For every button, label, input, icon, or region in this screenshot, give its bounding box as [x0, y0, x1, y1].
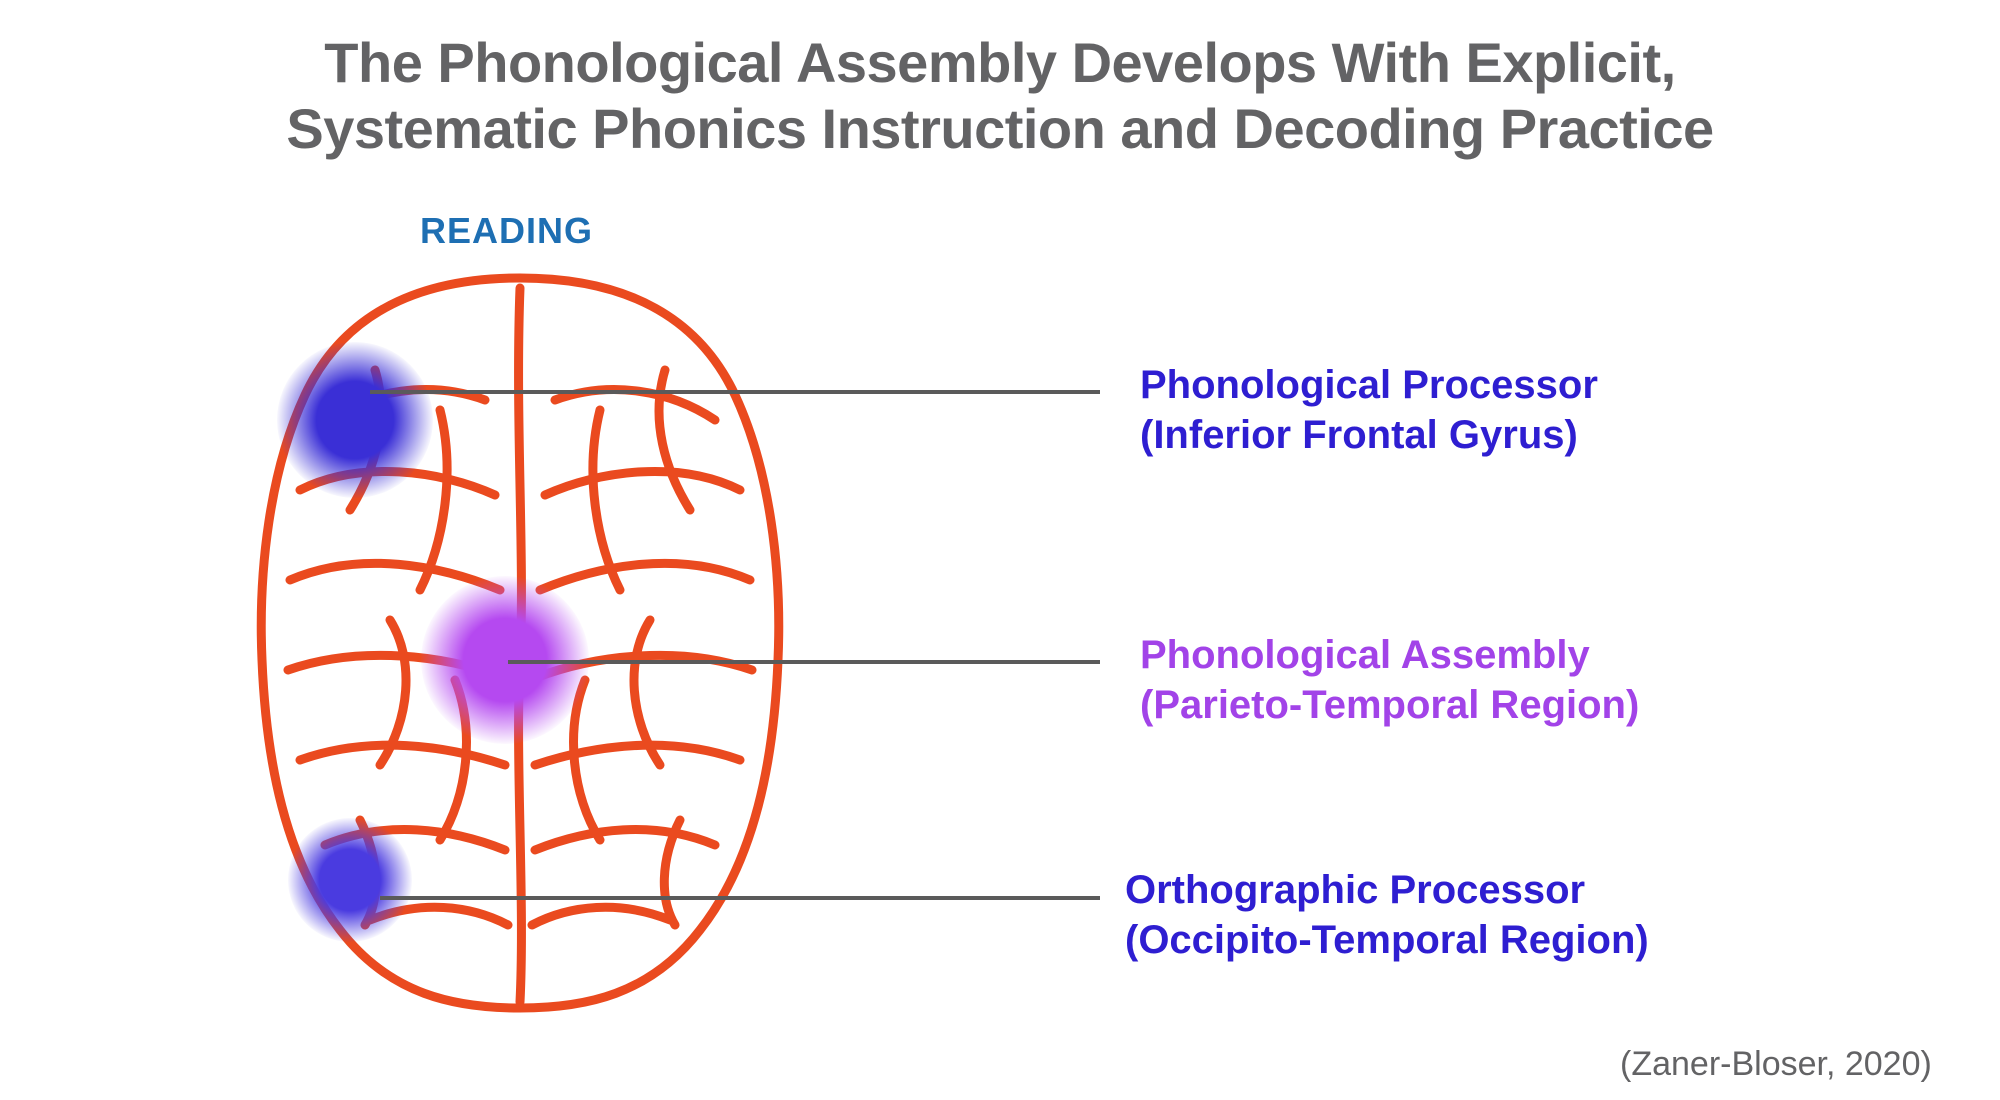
leader-parietal [508, 660, 1100, 664]
label-line: Orthographic Processor [1125, 868, 1585, 912]
label-orthographic-processor: Orthographic Processor (Occipito-Tempora… [1125, 865, 1649, 965]
spot-frontal [277, 342, 433, 498]
title-line1: The Phonological Assembly Develops With … [324, 31, 1675, 94]
slide-title: The Phonological Assembly Develops With … [0, 30, 2000, 162]
citation-text: (Zaner-Bloser, 2020) [1620, 1045, 1932, 1084]
label-line: (Parieto-Temporal Region) [1140, 683, 1639, 727]
label-line: Phonological Processor [1140, 363, 1598, 407]
label-line: (Inferior Frontal Gyrus) [1140, 413, 1578, 457]
label-line: (Occipito-Temporal Region) [1125, 918, 1649, 962]
label-phonological-processor: Phonological Processor (Inferior Frontal… [1140, 360, 1598, 460]
reading-label: READING [420, 210, 593, 252]
spot-occipito [288, 818, 412, 942]
leader-occipito [380, 896, 1100, 900]
label-phonological-assembly: Phonological Assembly (Parieto-Temporal … [1140, 630, 1639, 730]
title-line2: Systematic Phonics Instruction and Decod… [286, 97, 1713, 160]
diagram-stage: The Phonological Assembly Develops With … [0, 0, 2000, 1100]
leader-frontal [370, 390, 1100, 394]
label-line: Phonological Assembly [1140, 633, 1590, 677]
